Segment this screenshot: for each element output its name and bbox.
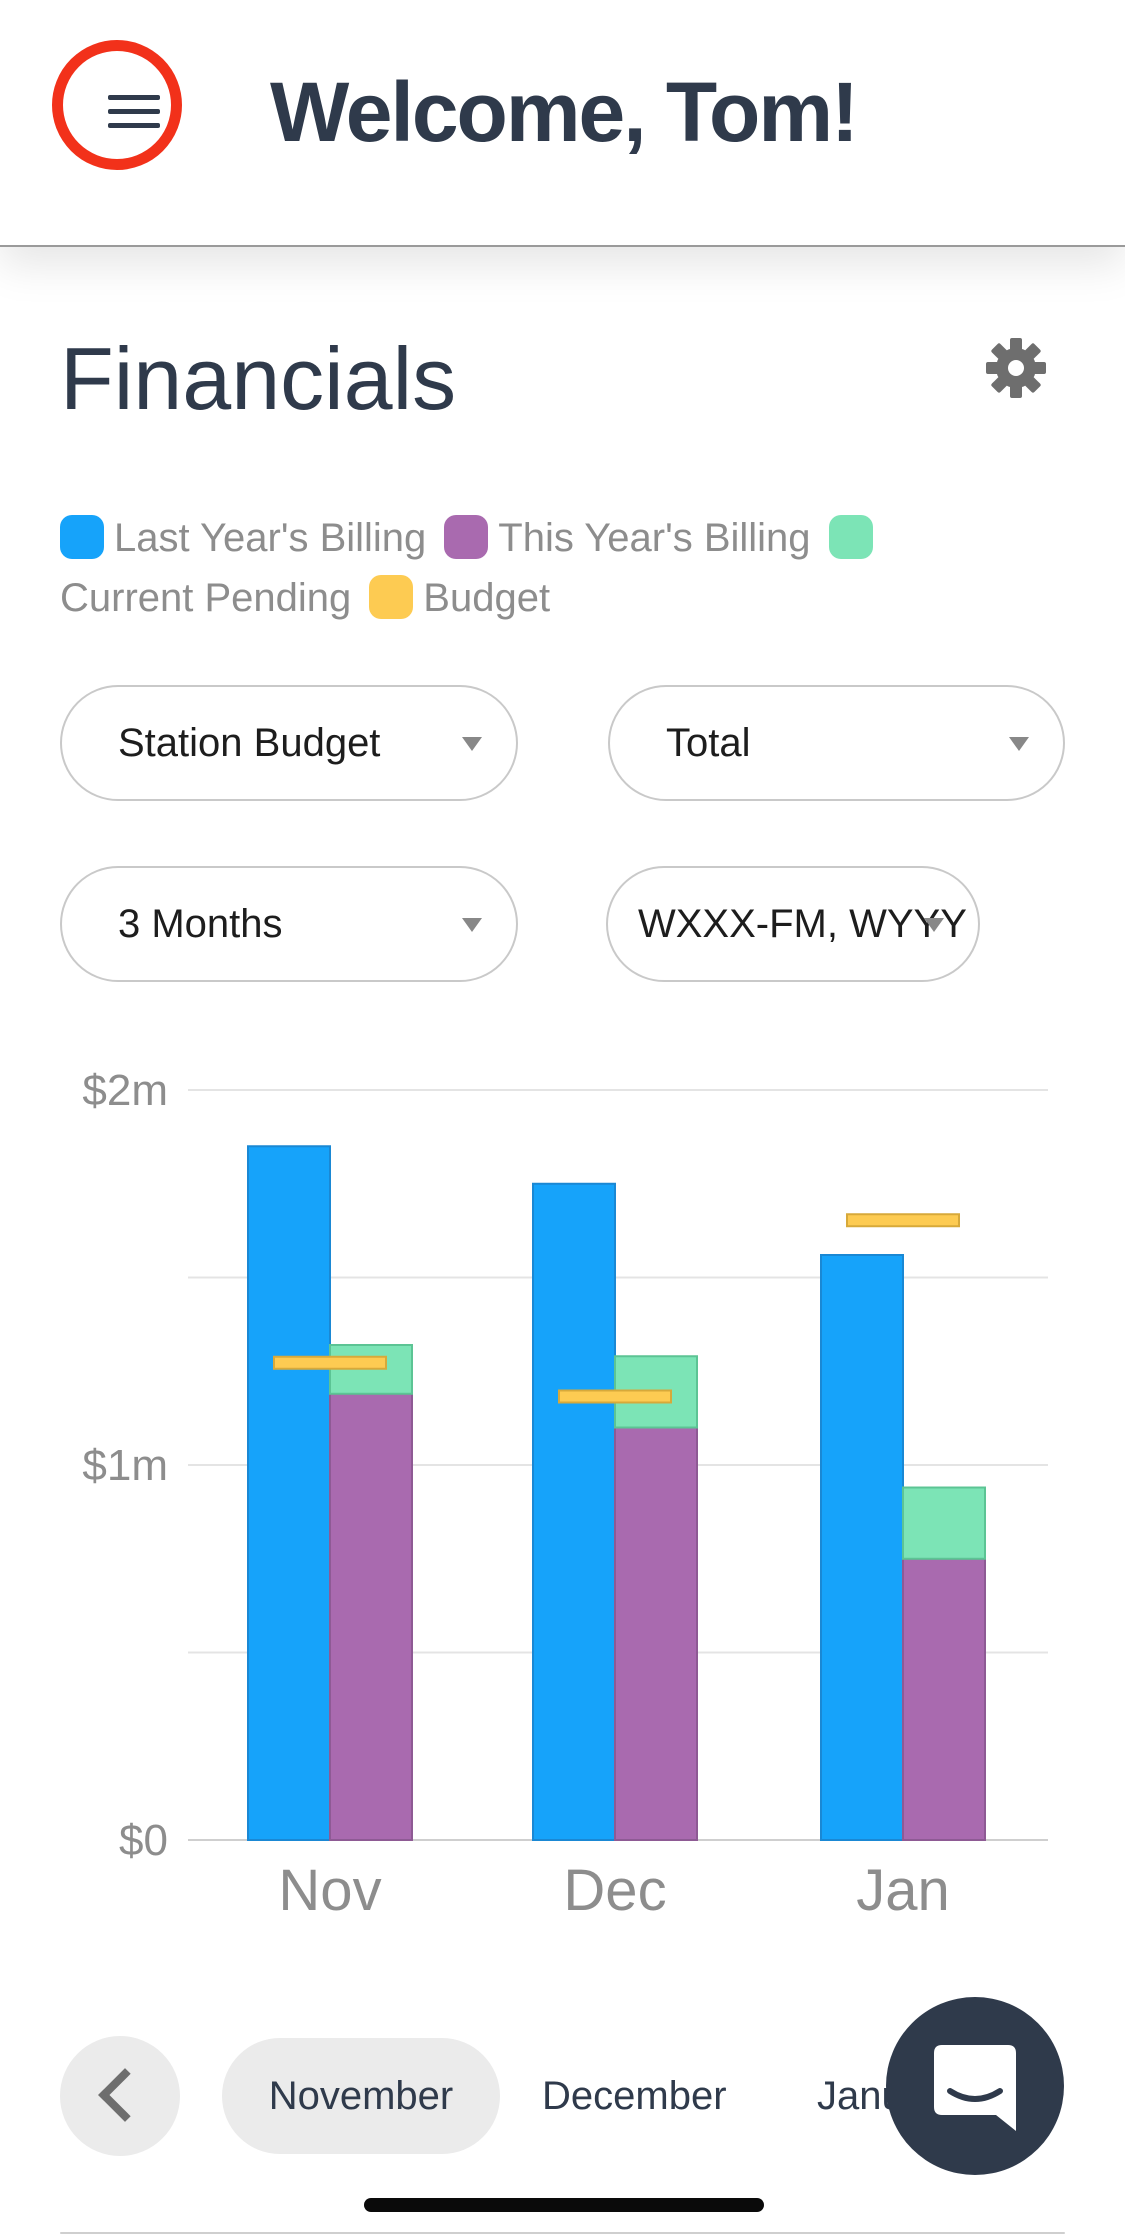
select-value: WXXX-FM, WYYY xyxy=(638,902,967,946)
month-navigation: November December January xyxy=(0,2033,1125,2163)
home-indicator xyxy=(364,2198,764,2212)
financials-bar-chart: $2m $1m $0 Nov Dec Jan xyxy=(82,1066,1048,1923)
legend-item-budget[interactable]: Budget xyxy=(369,568,550,628)
welcome-title: Welcome, Tom! xyxy=(270,65,859,159)
month-tab-november[interactable]: November xyxy=(222,2038,500,2154)
previous-month-button[interactable] xyxy=(60,2036,180,2156)
menu-button[interactable] xyxy=(52,40,182,170)
legend-label: Last Year's Billing xyxy=(114,516,427,560)
legend-label: Current Pending xyxy=(60,576,352,620)
hamburger-icon xyxy=(108,95,160,100)
select-value: Total xyxy=(666,721,751,765)
y-tick-label: $0 xyxy=(119,1816,168,1865)
bottom-divider xyxy=(60,2232,1065,2234)
caret-down-icon xyxy=(924,918,944,932)
station-select[interactable]: WXXX-FM, WYYY xyxy=(606,866,980,982)
chevron-left-icon xyxy=(98,2068,152,2122)
bar-last-year xyxy=(820,1254,904,1841)
legend-item-last-year[interactable]: Last Year's Billing xyxy=(60,508,426,568)
month-tab-december[interactable]: December xyxy=(542,2074,727,2118)
gear-icon[interactable] xyxy=(984,336,1048,400)
x-tick-label: Nov xyxy=(278,1858,381,1923)
bar-pending xyxy=(902,1486,986,1560)
x-tick-label: Jan xyxy=(856,1858,950,1923)
budget-marker xyxy=(558,1389,672,1404)
bar-this-year xyxy=(329,1392,413,1841)
chat-bubble-icon xyxy=(934,2045,1016,2131)
measure-select[interactable]: Total xyxy=(608,685,1065,801)
y-tick-label: $2m xyxy=(82,1066,168,1115)
chart-legend: Last Year's Billing This Year's Billing … xyxy=(60,508,1060,628)
bar-this-year xyxy=(614,1426,698,1841)
period-select[interactable]: 3 Months xyxy=(60,866,518,982)
y-tick-label: $1m xyxy=(82,1441,168,1490)
page-title: Financials xyxy=(60,329,457,428)
budget-type-select[interactable]: Station Budget xyxy=(60,685,518,801)
select-value: Station Budget xyxy=(118,721,381,765)
legend-item-this-year[interactable]: This Year's Billing xyxy=(444,508,811,568)
hamburger-icon-bar xyxy=(108,109,160,114)
legend-label: Budget xyxy=(423,576,551,620)
legend-item-pending[interactable] xyxy=(828,508,883,568)
hamburger-icon-bar xyxy=(108,123,160,128)
legend-label: This Year's Billing xyxy=(498,516,811,560)
budget-marker xyxy=(846,1213,960,1228)
budget-marker xyxy=(273,1355,387,1370)
caret-down-icon xyxy=(462,737,482,751)
caret-down-icon xyxy=(462,918,482,932)
caret-down-icon xyxy=(1009,737,1029,751)
chat-button[interactable] xyxy=(886,1997,1064,2175)
legend-swatch xyxy=(444,515,489,559)
bar-last-year xyxy=(247,1145,331,1841)
bar-this-year xyxy=(902,1557,986,1841)
app-header: Welcome, Tom! xyxy=(0,0,1125,247)
legend-item-pending-label[interactable]: Current Pending xyxy=(60,568,351,628)
legend-swatch xyxy=(369,575,414,619)
bar-last-year xyxy=(532,1182,616,1841)
legend-swatch xyxy=(60,515,104,559)
select-value: 3 Months xyxy=(118,902,283,946)
x-tick-label: Dec xyxy=(563,1858,666,1923)
legend-swatch xyxy=(828,515,873,559)
